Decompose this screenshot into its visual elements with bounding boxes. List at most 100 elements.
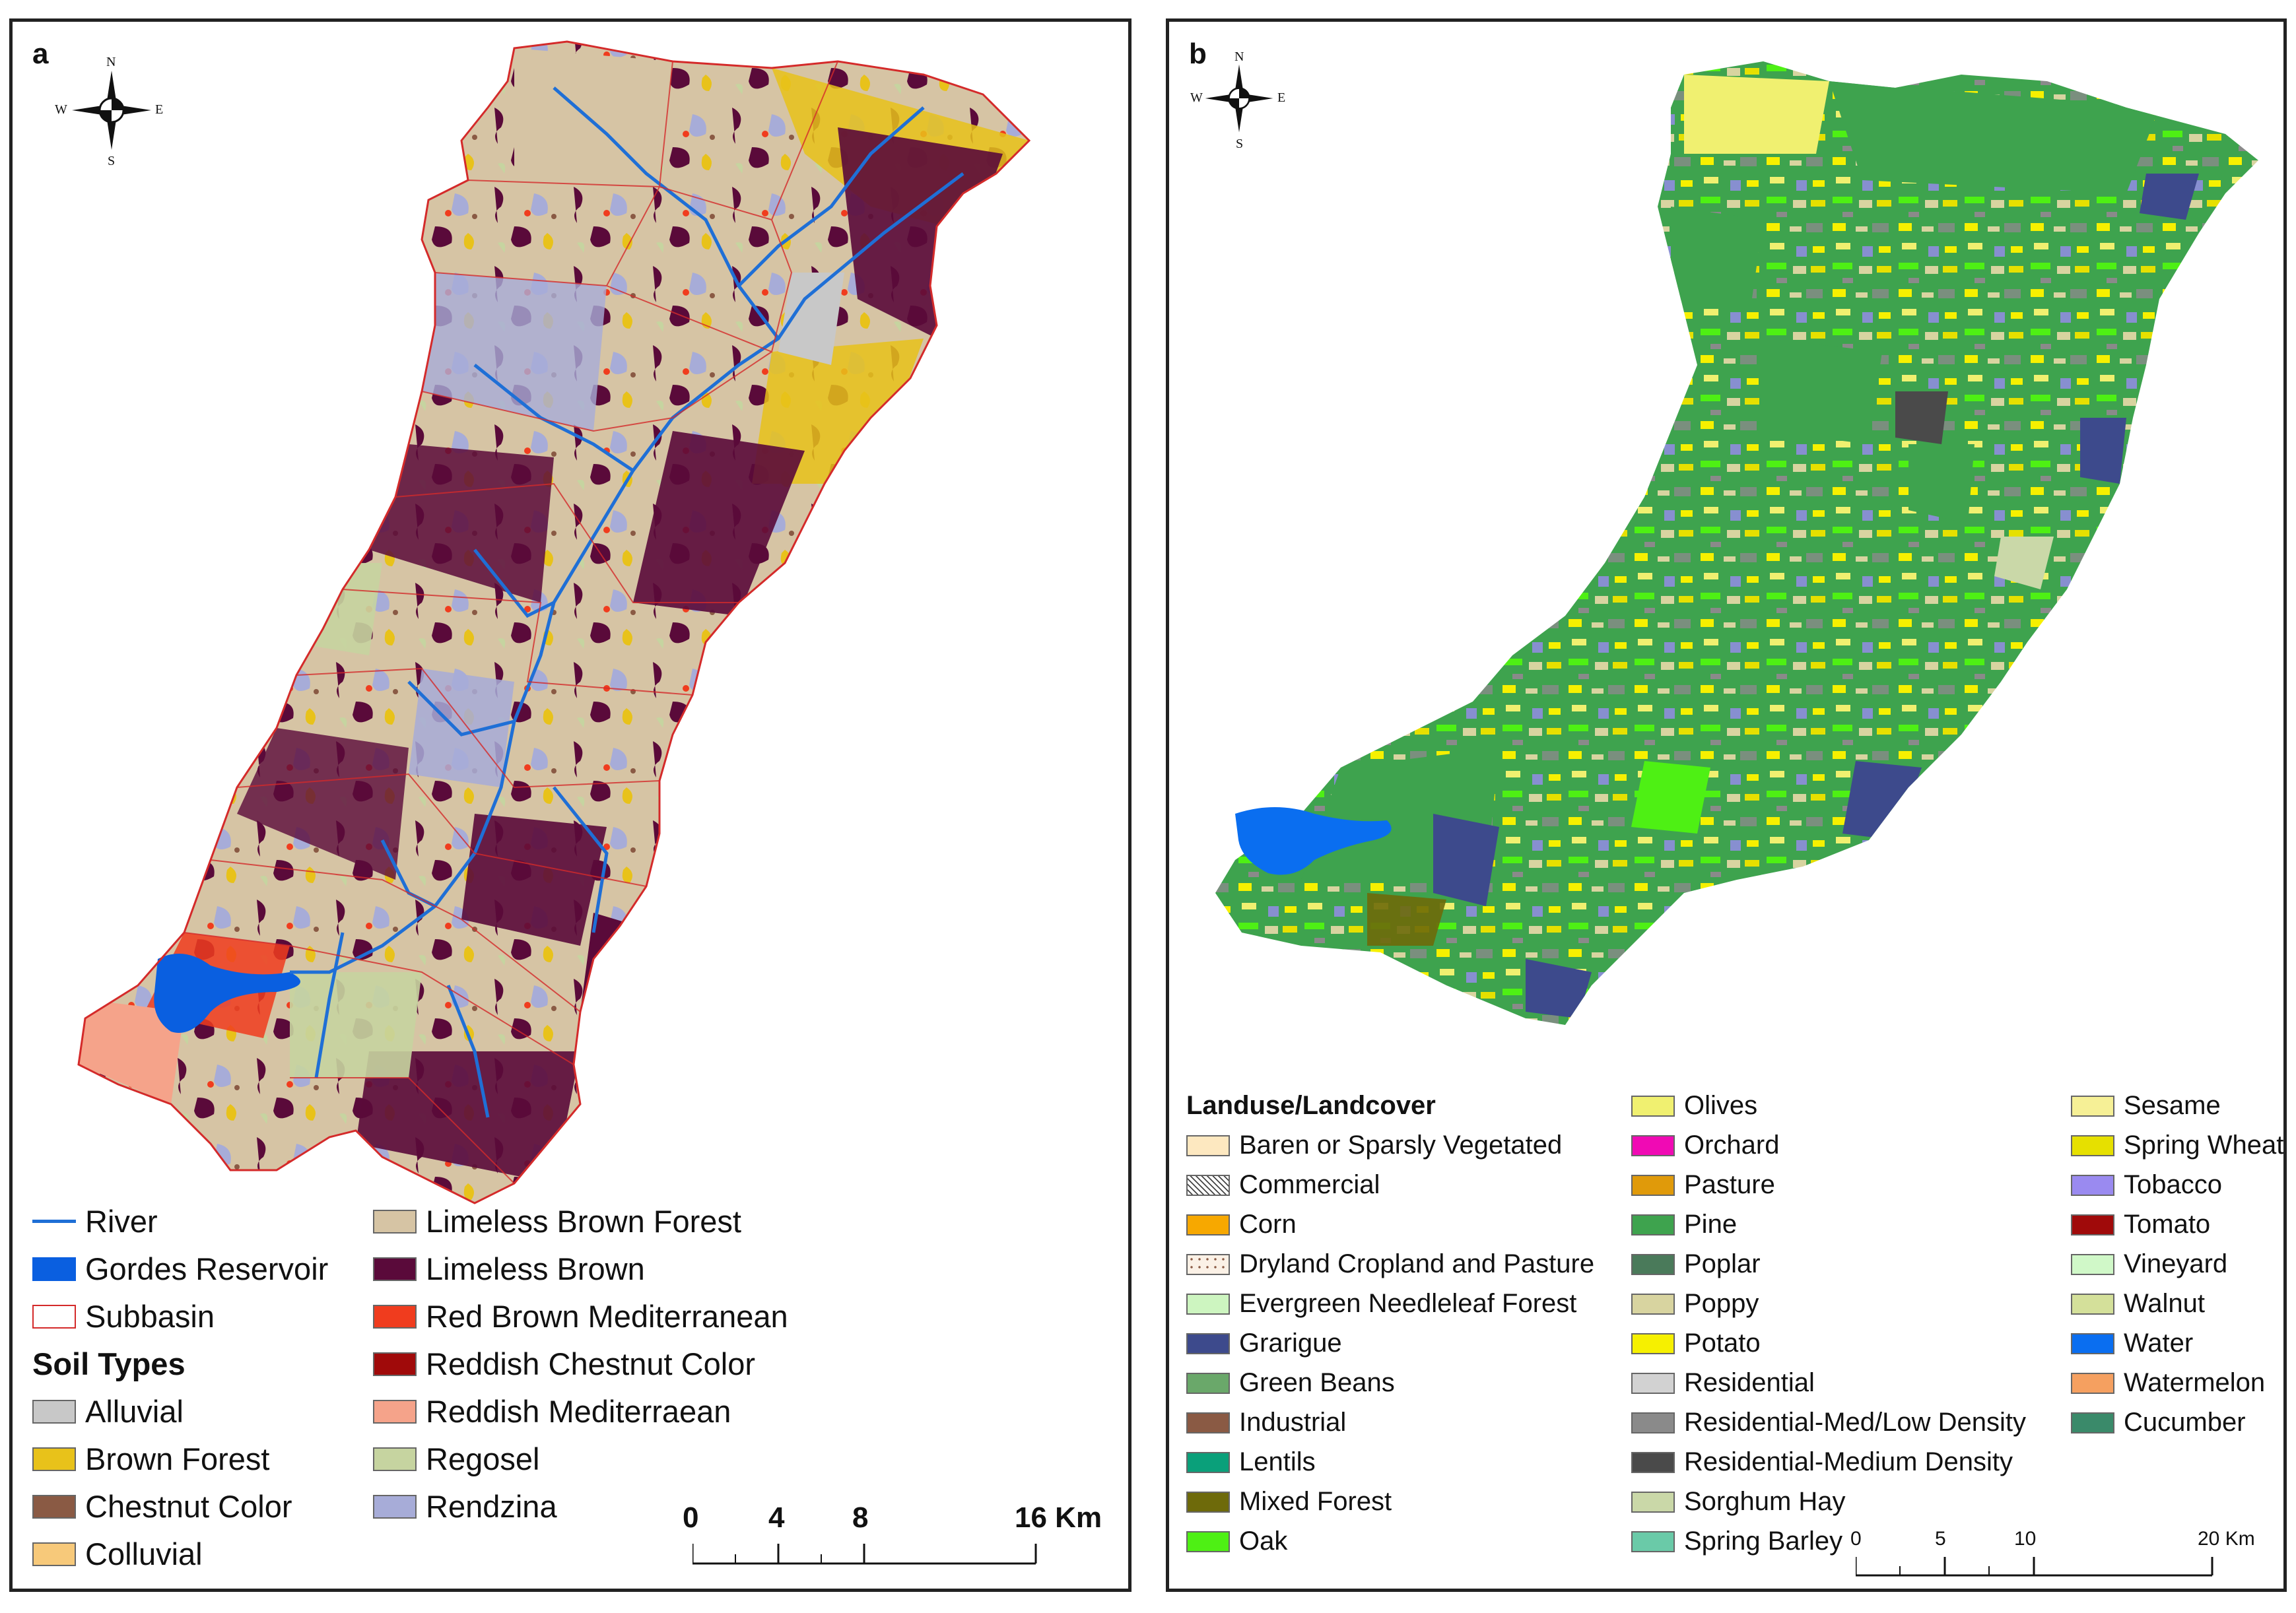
legend-label: Water [2124, 1329, 2194, 1358]
legend-label: Walnut [2124, 1289, 2206, 1318]
legend-label: Gordes Reservoir [85, 1251, 329, 1286]
legend-label: Corn [1239, 1210, 1297, 1239]
legend-item: Grarigue [1186, 1329, 1342, 1358]
legend-swatch [1186, 1372, 1230, 1394]
legend-swatch [2071, 1135, 2114, 1156]
scale-tick-label: 4 [768, 1501, 785, 1534]
gordes-reservoir-shape [154, 954, 300, 1033]
legend-label: Alluvial [85, 1394, 184, 1429]
legend-swatch [1186, 1253, 1230, 1275]
legend-label: Pasture [1684, 1170, 1775, 1199]
legend-swatch [1631, 1372, 1675, 1394]
legend-label: Tobacco [2124, 1170, 2222, 1199]
gordes-reservoir-shape [1235, 807, 1392, 875]
legend-item: Residential-Medium Density [1631, 1447, 2013, 1477]
subbasin-outline [77, 40, 1031, 1204]
legend-swatch [373, 1304, 417, 1329]
legend-swatch [373, 1447, 417, 1471]
legend-swatch [32, 1542, 76, 1566]
legend-label: Sorghum Hay [1684, 1487, 1846, 1516]
legend-item: Reddish Mediterraean [373, 1393, 731, 1430]
legend-item: Mixed Forest [1186, 1487, 1392, 1517]
legend-label: Grarigue [1239, 1329, 1342, 1358]
scale-tick-label: 20 Km [2198, 1528, 2255, 1550]
legend-item: Walnut [2071, 1289, 2205, 1319]
legend-label: Spring Wheat [2124, 1131, 2284, 1160]
compass-w: W [55, 102, 67, 117]
legend-item: Red Brown Mediterranean [373, 1298, 788, 1334]
legend-label: Orchard [1684, 1131, 1780, 1160]
legend-label: Rendzina [426, 1489, 557, 1524]
legend-item: Corn [1186, 1210, 1297, 1239]
legend-swatch [2071, 1174, 2114, 1196]
legend-item: Colluvial [32, 1536, 203, 1572]
legend-swatch [1631, 1174, 1675, 1196]
legend-label: Green Beans [1239, 1368, 1395, 1397]
legend-swatch [1631, 1451, 1675, 1473]
legend-label: Evergreen Needleleaf Forest [1239, 1289, 1577, 1318]
legend-item: Spring Wheat [2071, 1131, 2283, 1160]
legend-swatch [32, 1447, 76, 1471]
legend-item: Oak [1186, 1527, 1287, 1556]
legend-item: Pine [1631, 1210, 1737, 1239]
legend-label: Oak [1239, 1527, 1288, 1556]
legend-label: Residential [1684, 1368, 1815, 1397]
legend-item: Baren or Sparsly Vegetated [1186, 1131, 1562, 1160]
legend-swatch [1631, 1253, 1675, 1275]
legend-swatch [1631, 1491, 1675, 1513]
legend-swatch [1186, 1531, 1230, 1552]
panel-b-landuse-map: b N S E W [1166, 18, 2287, 1592]
north-arrow-icon: N S E W [1190, 49, 1285, 151]
legend-item: Sorghum Hay [1631, 1487, 1846, 1517]
legend-item-reservoir: Gordes Reservoir [32, 1251, 328, 1287]
legend-label: Lentils [1239, 1447, 1316, 1476]
legend-label: Mixed Forest [1239, 1487, 1392, 1516]
legend-swatch [2071, 1333, 2114, 1354]
legend-swatch [2071, 1095, 2114, 1117]
legend-label: Pine [1684, 1210, 1738, 1239]
reservoir-swatch [32, 1257, 76, 1281]
legend-item: Watermelon [2071, 1368, 2265, 1398]
legend-item: Commercial [1186, 1170, 1380, 1200]
legend-swatch [1186, 1135, 1230, 1156]
legend-swatch [2071, 1293, 2114, 1315]
legend-swatch [1186, 1333, 1230, 1354]
legend-item: Tomato [2071, 1210, 2210, 1239]
legend-label: Commercial [1239, 1170, 1380, 1199]
river-network [290, 86, 964, 1118]
legend-item: Residential-Med/Low Density [1631, 1408, 2026, 1437]
legend-label: Vineyard [2124, 1249, 2228, 1278]
legend-swatch [2071, 1214, 2114, 1235]
legend-item: Industrial [1186, 1408, 1346, 1437]
legend-swatch [2071, 1253, 2114, 1275]
legend-label: Reddish Mediterraean [426, 1394, 731, 1429]
scale-tick-label: 5 [1935, 1528, 1946, 1550]
legend-label: Chestnut Color [85, 1489, 292, 1524]
landuse-legend-title: Landuse/Landcover [1186, 1091, 1436, 1120]
legend-item: Regosel [373, 1441, 539, 1477]
legend-swatch [2071, 1372, 2114, 1394]
legend-swatch [32, 1494, 76, 1519]
legend-item: Dryland Cropland and Pasture [1186, 1249, 1594, 1279]
scale-tick-label: 0 [1850, 1528, 1862, 1550]
legend-label: Regosel [426, 1441, 540, 1476]
legend-item: Chestnut Color [32, 1488, 292, 1525]
legend-label: Cucumber [2124, 1408, 2246, 1437]
panel-a-soil-map: a N S E W [9, 18, 1131, 1592]
legend-item: Tobacco [2071, 1170, 2222, 1200]
legend-swatch [373, 1494, 417, 1519]
legend-label: Sesame [2124, 1091, 2221, 1120]
legend-item: Rendzina [373, 1488, 557, 1525]
legend-label: Poplar [1684, 1249, 1761, 1278]
legend-item: Olives [1631, 1091, 1757, 1121]
legend-label: Baren or Sparsly Vegetated [1239, 1131, 1563, 1160]
scale-tick-label: 8 [852, 1501, 869, 1534]
legend-item: Spring Barley [1631, 1527, 1842, 1556]
scale-tick-label: 10 [2014, 1528, 2037, 1550]
legend-swatch [2071, 1412, 2114, 1433]
legend-item-river: River [32, 1203, 158, 1239]
legend-swatch [373, 1209, 417, 1234]
legend-swatch [1186, 1293, 1230, 1315]
scale-tick-label: 16 Km [1015, 1501, 1102, 1534]
legend-label: River [85, 1204, 158, 1239]
